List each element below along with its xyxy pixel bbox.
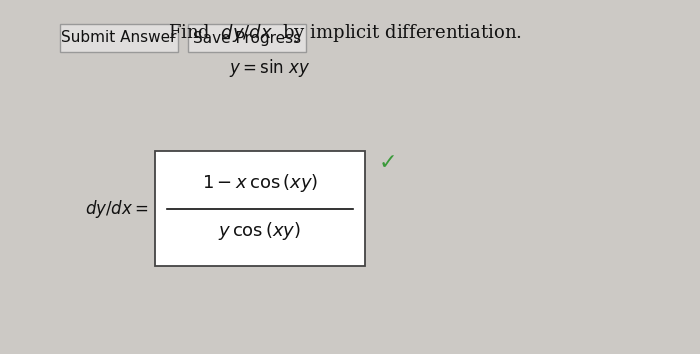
Text: $1 - x\,\mathrm{cos}\,(xy)$: $1 - x\,\mathrm{cos}\,(xy)$ [202, 172, 318, 194]
Text: $y = \sin\,xy$: $y = \sin\,xy$ [229, 57, 311, 79]
Text: Submit Answer: Submit Answer [61, 30, 176, 46]
Text: $dy/dx =$: $dy/dx =$ [85, 198, 149, 219]
Text: Find  $dy/dx$  by implicit differentiation.: Find $dy/dx$ by implicit differentiation… [168, 22, 522, 44]
FancyBboxPatch shape [155, 151, 365, 266]
Text: Save Progress: Save Progress [193, 30, 301, 46]
Text: ✓: ✓ [379, 153, 398, 173]
FancyBboxPatch shape [60, 24, 178, 52]
Text: $y\,\mathrm{cos}\,(xy)$: $y\,\mathrm{cos}\,(xy)$ [218, 221, 302, 242]
FancyBboxPatch shape [188, 24, 306, 52]
